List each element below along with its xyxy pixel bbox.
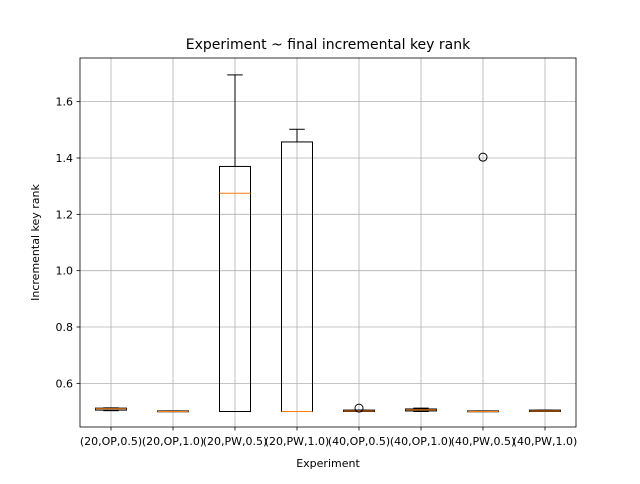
outlier-point [354, 403, 364, 413]
box-group [405, 407, 437, 413]
box-body [219, 165, 251, 413]
chart-title: Experiment ~ final incremental key rank [186, 37, 471, 53]
x-tick-label: (40,PW,0.5) [451, 435, 516, 448]
y-tick-label: 1.4 [56, 152, 74, 165]
y-tick-label: 1.2 [56, 208, 74, 221]
x-tick-label: (40,PW,1.0) [513, 435, 578, 448]
x-tick-label: (40,OP,0.5) [328, 435, 390, 448]
y-tick-label: 0.8 [56, 321, 74, 334]
box-group [157, 410, 189, 413]
x-tick-label: (40,OP,1.0) [390, 435, 452, 448]
x-tick-label: (20,OP,0.5) [80, 435, 142, 448]
y-tick-label: 0.6 [56, 377, 74, 390]
x-tick-label: (20,PW,0.5) [203, 435, 268, 448]
box-group [529, 409, 561, 413]
box-group [95, 407, 127, 412]
box-group [219, 74, 251, 413]
box-layer [95, 74, 561, 413]
plot-frame [79, 57, 577, 428]
box-group [281, 128, 313, 413]
box-group [343, 403, 375, 413]
y-tick-label: 1.6 [56, 96, 74, 109]
x-tick-label: (20,OP,1.0) [142, 435, 204, 448]
y-axis-label: Incremental key rank [29, 184, 42, 301]
outlier-point [478, 152, 488, 162]
box-group [467, 152, 499, 413]
axis-layer: 0.6 0.8 1.0 1.2 1.4 1.6 (20,OP,0.5) (20,OP,1.0)… [56, 96, 578, 448]
y-tick-label: 1.0 [56, 265, 74, 278]
plot-area-background [80, 58, 576, 427]
x-axis-label: Experiment [296, 457, 360, 470]
x-tick-label: (20,PW,1.0) [265, 435, 330, 448]
